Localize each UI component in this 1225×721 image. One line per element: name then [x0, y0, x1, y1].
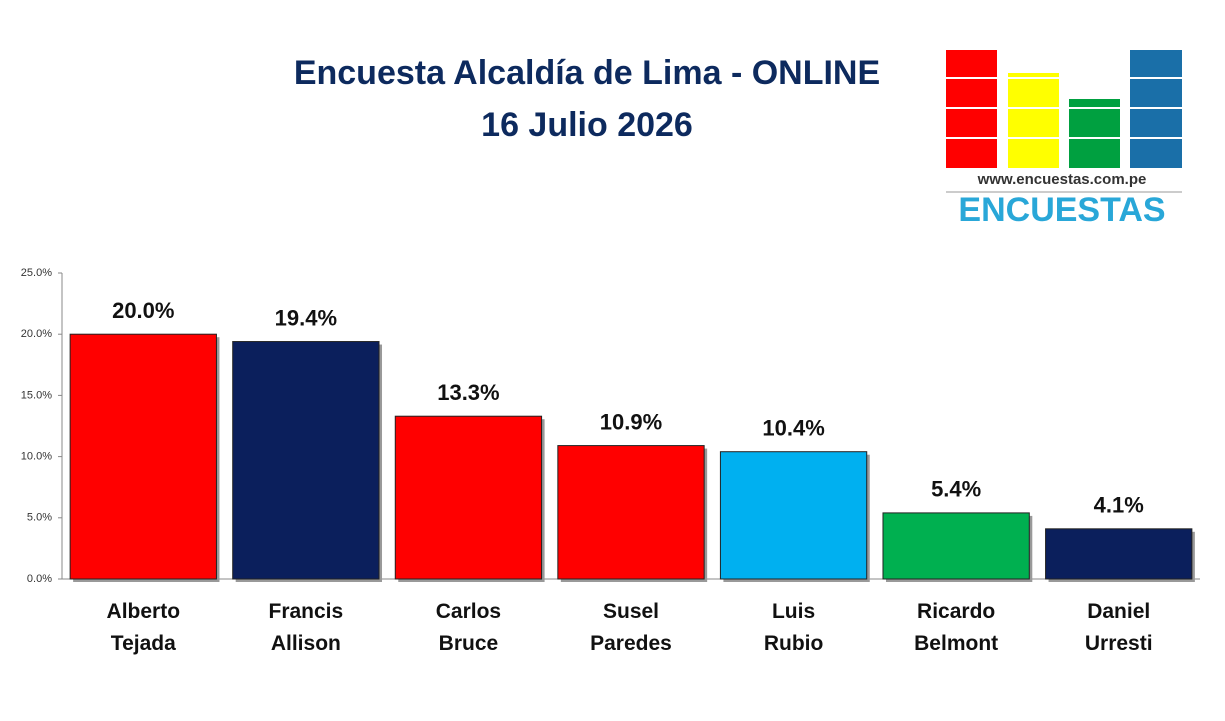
y-tick-label: 25.0% [21, 267, 52, 279]
value-label: 19.4% [275, 305, 337, 330]
bar [69, 333, 217, 580]
logo-bar [1069, 99, 1120, 168]
x-tick-label: Luis Rubio [764, 600, 823, 655]
chart-subtitle: 16 Julio 2026 [481, 106, 693, 144]
logo-name: ENCUESTAS [958, 191, 1165, 229]
bar [882, 512, 1030, 580]
x-tick-label: Susel Paredes [590, 600, 672, 655]
y-tick-label: 15.0% [21, 389, 52, 401]
bar [232, 341, 380, 580]
value-label: 20.0% [112, 298, 174, 323]
chart-title: Encuesta Alcaldía de Lima - ONLINE [294, 54, 880, 92]
y-tick-label: 5.0% [27, 512, 52, 524]
bar [557, 445, 705, 580]
bar [394, 415, 543, 580]
x-tick-label: Carlos Bruce [436, 600, 501, 655]
value-label: 13.3% [437, 380, 499, 405]
value-label: 10.4% [762, 416, 824, 441]
x-tick-label: Ricardo Belmont [914, 600, 998, 655]
bar [1045, 528, 1193, 580]
y-tick-label: 0.0% [27, 573, 52, 585]
x-tick-label: Alberto Tejada [107, 600, 181, 655]
x-tick-label: Francis Allison [269, 600, 344, 655]
value-label: 5.4% [931, 477, 981, 502]
logo-url: www.encuestas.com.pe [977, 171, 1147, 188]
value-label: 4.1% [1094, 493, 1144, 518]
x-tick-label: Daniel Urresti [1085, 600, 1153, 655]
logo: www.encuestas.com.pe ENCUESTAS [946, 50, 1182, 229]
y-tick-label: 20.0% [21, 328, 52, 340]
y-tick-label: 10.0% [21, 451, 52, 463]
logo-bar [1008, 73, 1059, 168]
value-label: 10.9% [600, 409, 662, 434]
bar [719, 451, 868, 580]
